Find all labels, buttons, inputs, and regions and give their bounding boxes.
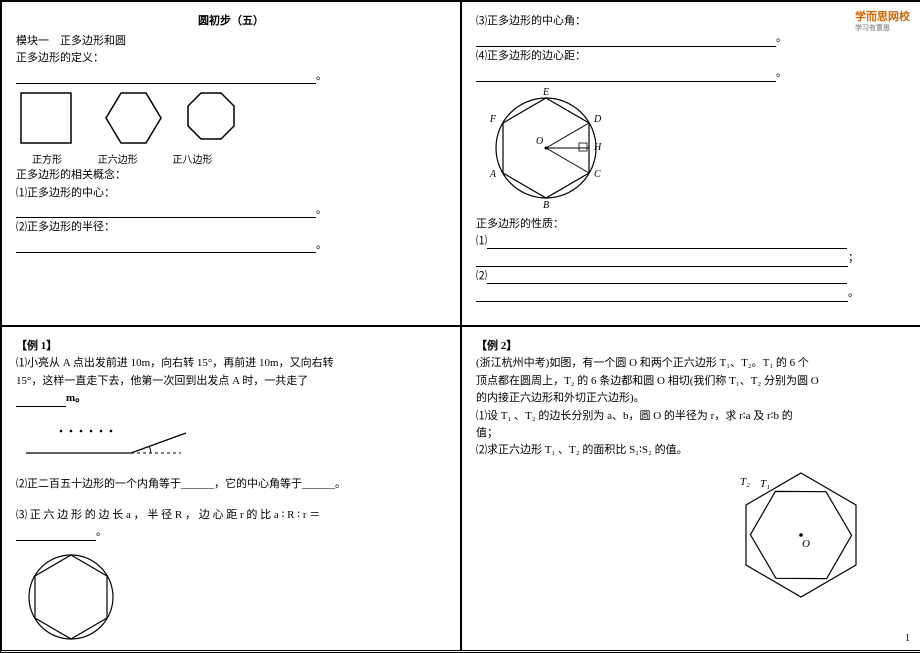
- concept-label: 正多边形的相关概念：: [16, 168, 446, 183]
- label-octagon: 正八边形: [158, 151, 228, 166]
- item2: ⑵正多边形的半径：: [16, 220, 446, 235]
- turn-sketch: [16, 413, 446, 471]
- page-title: 圆初步（五）: [16, 12, 446, 28]
- lbl-T2: T₂: [740, 476, 750, 488]
- blank-line: [16, 71, 316, 84]
- logo-sub: 学习有意思: [855, 24, 910, 32]
- def-label: 正多边形的定义：: [16, 51, 446, 66]
- ex2-l1: (浙江杭州中考)如图，有一个圆 O 和两个正六边形 T₁、T₂。T₁ 的 6 个: [476, 356, 906, 371]
- ex2-l5: 值；: [476, 426, 906, 441]
- hexagon-in-circle: E D C B A F O H: [476, 88, 906, 211]
- blank-line: [476, 289, 848, 302]
- module-head: 模块一 正多边形和圆: [16, 34, 446, 49]
- ex2-l6: ⑵求正六边形 T₁ 、T₂ 的面积比 S₁∶S₂ 的值。: [476, 443, 906, 458]
- page-number: 1: [905, 633, 910, 644]
- item4: ⑷正多边形的边心距：: [476, 49, 906, 64]
- brand-logo: 学而思网校学习有意思: [855, 8, 910, 32]
- ex2-l3: 的内接正六边形和外切正六边形)。: [476, 391, 906, 406]
- prop1: ⑴: [476, 234, 906, 249]
- blank-line: [16, 240, 316, 253]
- pt-A: A: [489, 169, 497, 180]
- double-hex: O T₁ T₂: [476, 465, 906, 608]
- pt-F: F: [489, 114, 497, 125]
- ex1-line2: 15°，这样一直走下去，他第一次回到出发点 A 时，一共走了: [16, 374, 446, 389]
- item1: ⑴正多边形的中心：: [16, 186, 446, 201]
- lbl-T1: T₁: [760, 478, 770, 490]
- logo-text: 学而思网校: [855, 11, 910, 23]
- ex1-item3: ⑶ 正 六 边 形 的 边 长 a ， 半 径 R ， 边 心 距 r 的 比 …: [16, 508, 446, 523]
- pt-E: E: [542, 87, 549, 98]
- pt-H: H: [593, 142, 602, 153]
- blank-line: [487, 271, 847, 284]
- cell-top-right: 学而思网校学习有意思 ⑶正多边形的中心角： 。 ⑷正多边形的边心距： 。 E D…: [461, 1, 920, 326]
- lbl-O: O: [802, 538, 810, 550]
- blank-line: [476, 254, 848, 267]
- blank-line: [16, 205, 316, 218]
- blank-ans: [16, 528, 96, 541]
- example1-head: 【例 1】: [16, 339, 446, 354]
- cell-bottom-right: 【例 2】 (浙江杭州中考)如图，有一个圆 O 和两个正六边形 T₁、T₂。T₁…: [461, 326, 920, 651]
- unit-m: m。: [66, 392, 86, 404]
- cell-bottom-left: 【例 1】 ⑴小亮从 A 点出发前进 10m，向右转 15°，再前进 10m，又…: [1, 326, 461, 651]
- blank-line: [476, 69, 776, 82]
- ex1-line1: ⑴小亮从 A 点出发前进 10m，向右转 15°，再前进 10m，又向右转: [16, 356, 446, 371]
- pt-D: D: [593, 114, 602, 125]
- blank-line: [487, 236, 847, 249]
- blank-ans: [16, 394, 66, 407]
- example2-head: 【例 2】: [476, 339, 906, 354]
- pt-C: C: [594, 169, 601, 180]
- ex2-l2: 顶点都在圆周上，T₂ 的 6 条边都和圆 O 相切(我们称 T₁、T₂ 分别为圆…: [476, 374, 906, 389]
- cell-top-left: 圆初步（五） 模块一 正多边形和圆 正多边形的定义： 。 正方形 正六边形 正八…: [1, 1, 461, 326]
- blank-line: [476, 34, 776, 47]
- pt-O: O: [536, 136, 543, 147]
- label-square: 正方形: [16, 151, 78, 166]
- label-hexagon: 正六边形: [81, 151, 155, 166]
- props-label: 正多边形的性质：: [476, 217, 906, 232]
- hex-circle-small: [16, 547, 446, 650]
- pt-B: B: [543, 200, 549, 211]
- def-text: 正多边形的定义：: [16, 52, 104, 64]
- prop2: ⑵: [476, 269, 906, 284]
- shape-row: 正方形 正六边形 正八边形: [16, 88, 446, 166]
- item3: ⑶正多边形的中心角：: [476, 14, 906, 29]
- shapes-svg: [16, 88, 276, 148]
- ex1-item2: ⑵正二百五十边形的一个内角等于______，它的中心角等于______。: [16, 477, 446, 492]
- ex2-l4: ⑴设 T₁ 、T₂ 的边长分别为 a、b，圆 O 的半径为 r，求 r∶a 及 …: [476, 409, 906, 424]
